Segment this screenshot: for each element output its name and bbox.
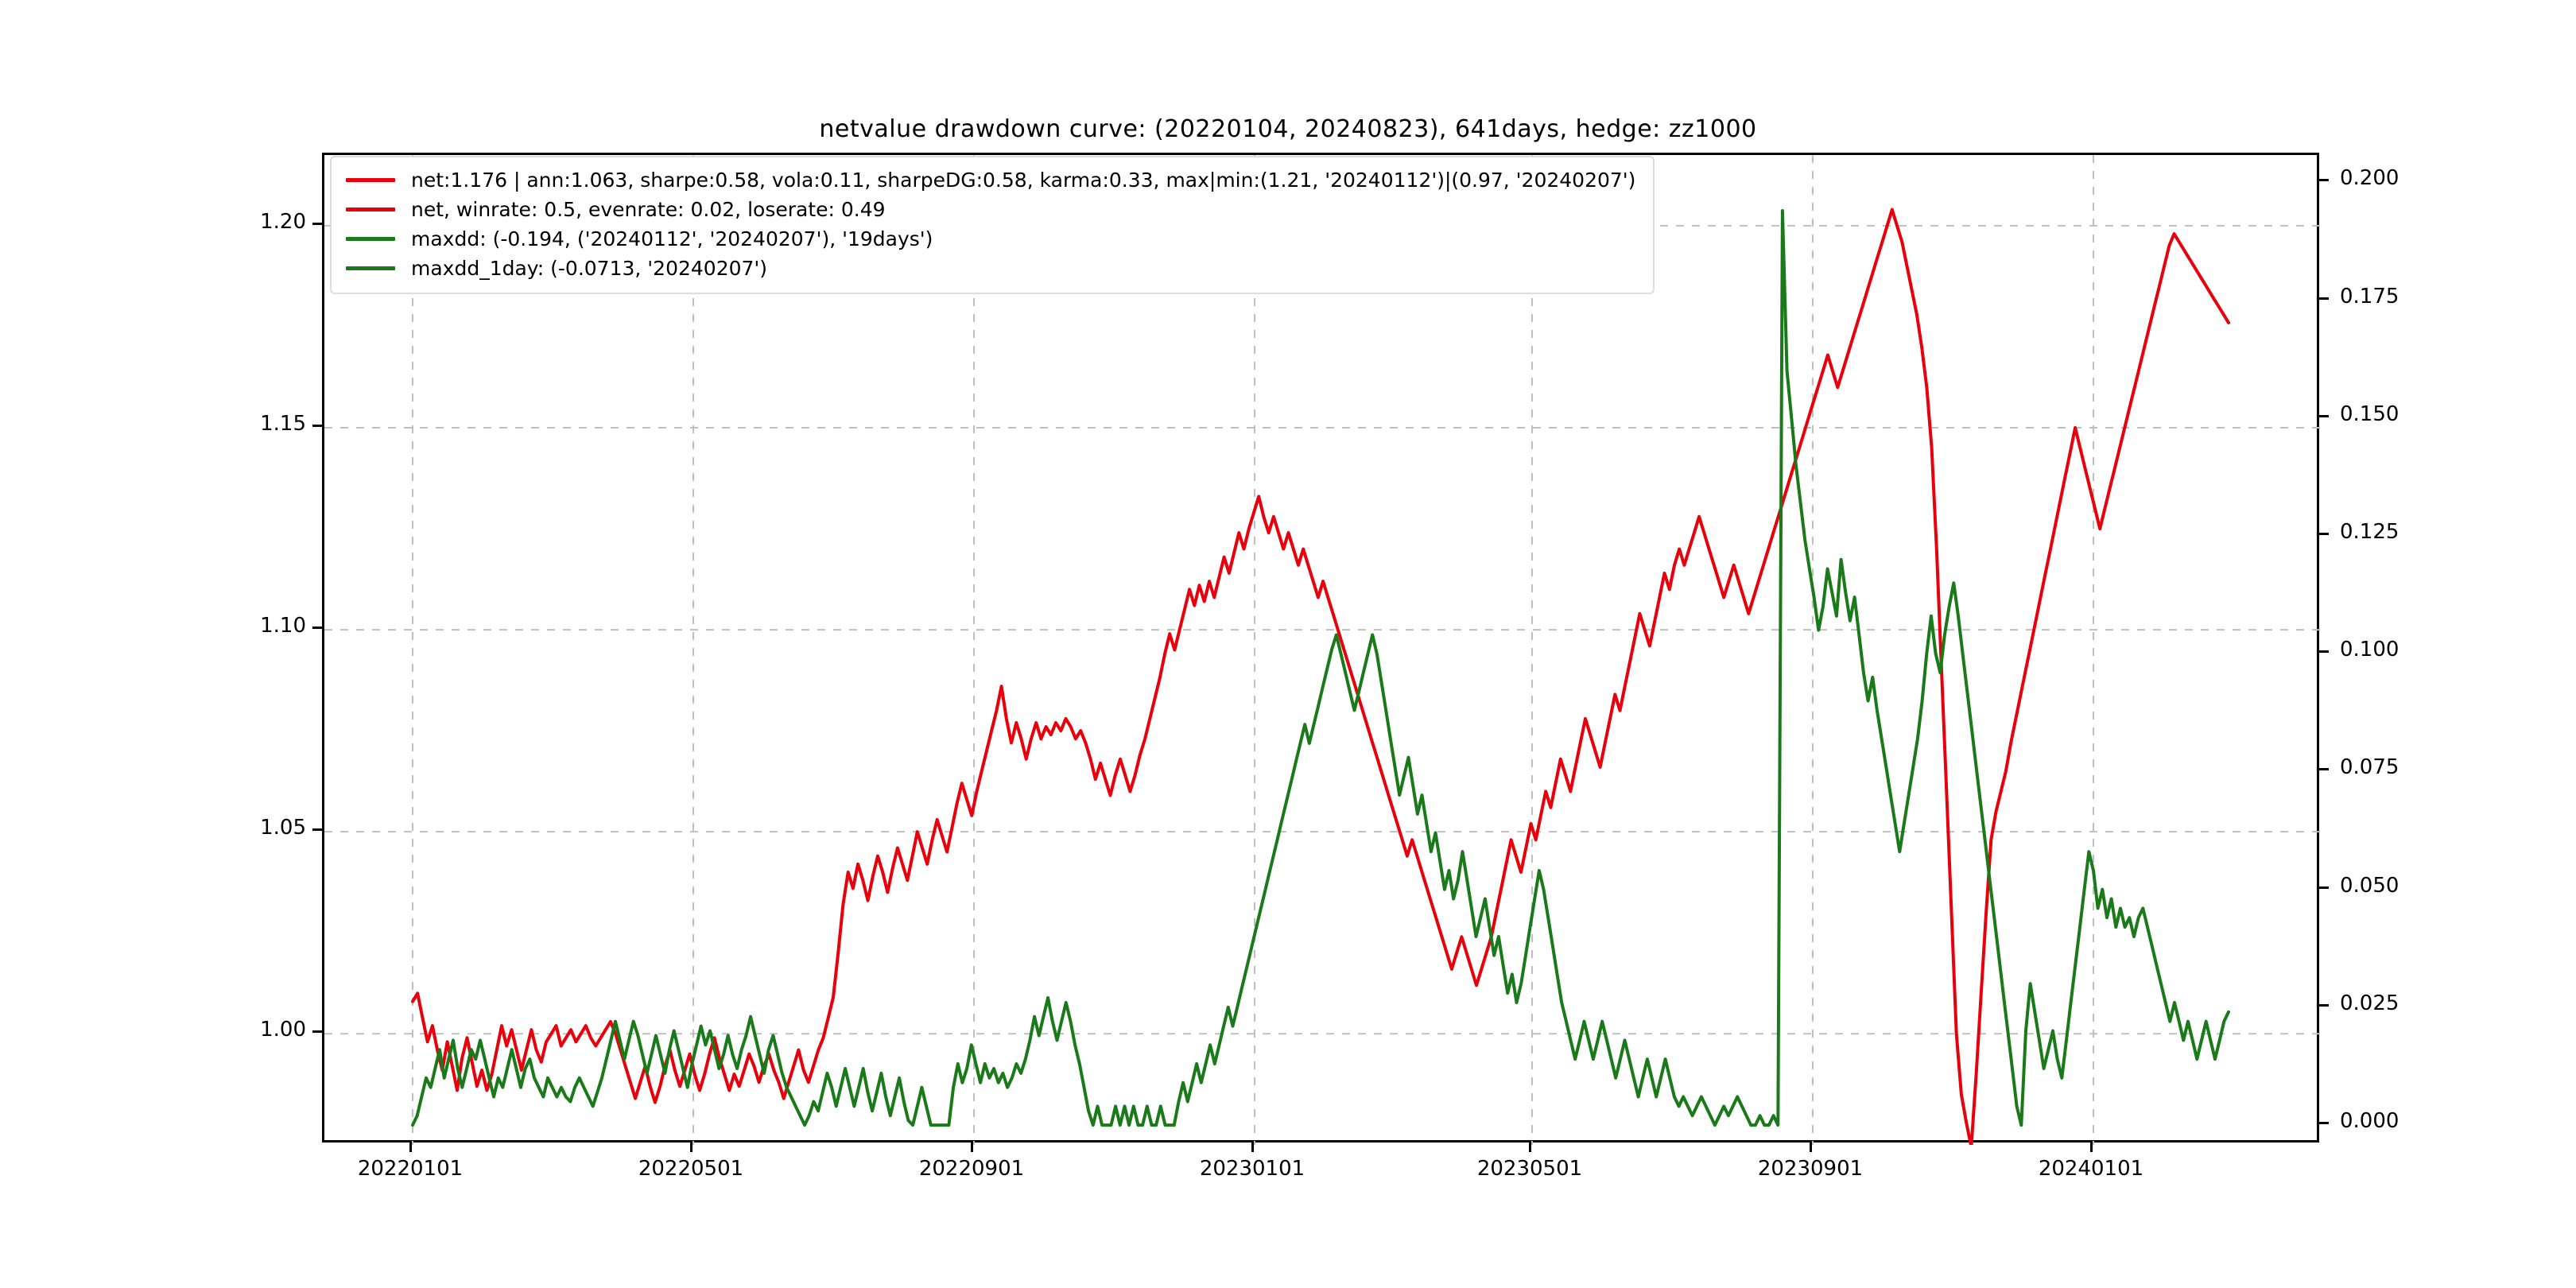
y-tick-left-4: 1.00 xyxy=(260,1018,306,1042)
x-tickmark-5 xyxy=(1810,1143,1812,1152)
x-tick-1: 20220501 xyxy=(638,1157,744,1181)
y-tickmark-left-3 xyxy=(312,828,322,832)
legend-label-2: maxdd: (-0.194, ('20240112', '20240207')… xyxy=(411,227,933,250)
series-maxdd xyxy=(411,209,2230,1127)
y-tickmark-right-6 xyxy=(2319,886,2329,889)
legend-entry-2[interactable]: maxdd: (-0.194, ('20240112', '20240207')… xyxy=(346,224,1635,254)
legend-label-0: net:1.176 | ann:1.063, sharpe:0.58, vola… xyxy=(411,169,1636,192)
chart-title: netvalue drawdown curve: (20220104, 2024… xyxy=(819,115,1757,143)
y-tickmark-left-4 xyxy=(312,1030,322,1034)
y-tick-right-3: 0.125 xyxy=(2340,520,2399,545)
y-tick-right-2: 0.150 xyxy=(2340,402,2399,426)
y-tick-left-1: 1.15 xyxy=(260,412,306,436)
y-tickmark-left-1 xyxy=(312,425,322,427)
y-tickmark-right-8 xyxy=(2319,1122,2329,1125)
y-tickmark-right-3 xyxy=(2319,533,2329,536)
legend-swatch-icon-3 xyxy=(346,266,395,270)
x-tickmark-1 xyxy=(690,1143,692,1152)
x-tick-6: 20240101 xyxy=(2038,1157,2144,1181)
x-tickmark-6 xyxy=(2090,1143,2093,1152)
y-tick-right-1: 0.175 xyxy=(2340,284,2399,308)
legend-swatch-icon-1 xyxy=(346,208,395,211)
y-tick-right-6: 0.050 xyxy=(2340,873,2399,898)
x-tick-5: 20230901 xyxy=(1757,1157,1864,1181)
x-tickmark-2 xyxy=(971,1143,973,1152)
x-tick-2: 20220901 xyxy=(918,1157,1025,1181)
y-tickmark-right-5 xyxy=(2319,768,2329,771)
y-tickmark-left-2 xyxy=(312,627,322,630)
y-tick-right-0: 0.200 xyxy=(2340,166,2399,191)
series-net xyxy=(411,208,2230,1145)
y-tickmark-right-7 xyxy=(2319,1003,2329,1007)
y-tick-right-4: 0.100 xyxy=(2340,638,2399,662)
legend-swatch-icon-0 xyxy=(346,178,395,182)
y-tickmark-right-0 xyxy=(2319,179,2329,182)
y-tickmark-right-1 xyxy=(2319,297,2329,300)
x-tickmark-3 xyxy=(1251,1143,1254,1152)
plot-svg xyxy=(324,155,2322,1145)
y-tick-left-0: 1.20 xyxy=(260,209,306,234)
legend-swatch-icon-2 xyxy=(346,237,395,241)
plot-area xyxy=(322,153,2322,1145)
x-tickmark-0 xyxy=(409,1143,412,1152)
y-tick-right-7: 0.025 xyxy=(2340,991,2399,1015)
y-tick-left-3: 1.05 xyxy=(260,816,306,840)
chart-legend: net:1.176 | ann:1.063, sharpe:0.58, vola… xyxy=(330,156,1655,294)
y-tickmark-right-4 xyxy=(2319,650,2329,654)
x-tick-0: 20220101 xyxy=(357,1157,464,1181)
legend-label-3: maxdd_1day: (-0.0713, '20240207') xyxy=(411,257,768,280)
grid-lines xyxy=(324,155,2322,1145)
legend-entry-0[interactable]: net:1.176 | ann:1.063, sharpe:0.58, vola… xyxy=(346,165,1635,195)
legend-entry-3[interactable]: maxdd_1day: (-0.0713, '20240207') xyxy=(346,254,1635,283)
legend-label-1: net, winrate: 0.5, evenrate: 0.02, loser… xyxy=(411,198,886,221)
y-tickmark-left-0 xyxy=(312,222,322,225)
x-tick-3: 20230101 xyxy=(1199,1157,1305,1181)
legend-entry-1[interactable]: net, winrate: 0.5, evenrate: 0.02, loser… xyxy=(346,195,1635,224)
y-tick-left-2: 1.10 xyxy=(260,614,306,638)
y-tick-right-5: 0.075 xyxy=(2340,755,2399,780)
x-tick-4: 20230501 xyxy=(1476,1157,1583,1181)
y-tickmark-right-2 xyxy=(2319,414,2329,417)
x-tickmark-4 xyxy=(1529,1143,1531,1152)
y-tick-right-8: 0.000 xyxy=(2340,1109,2399,1134)
